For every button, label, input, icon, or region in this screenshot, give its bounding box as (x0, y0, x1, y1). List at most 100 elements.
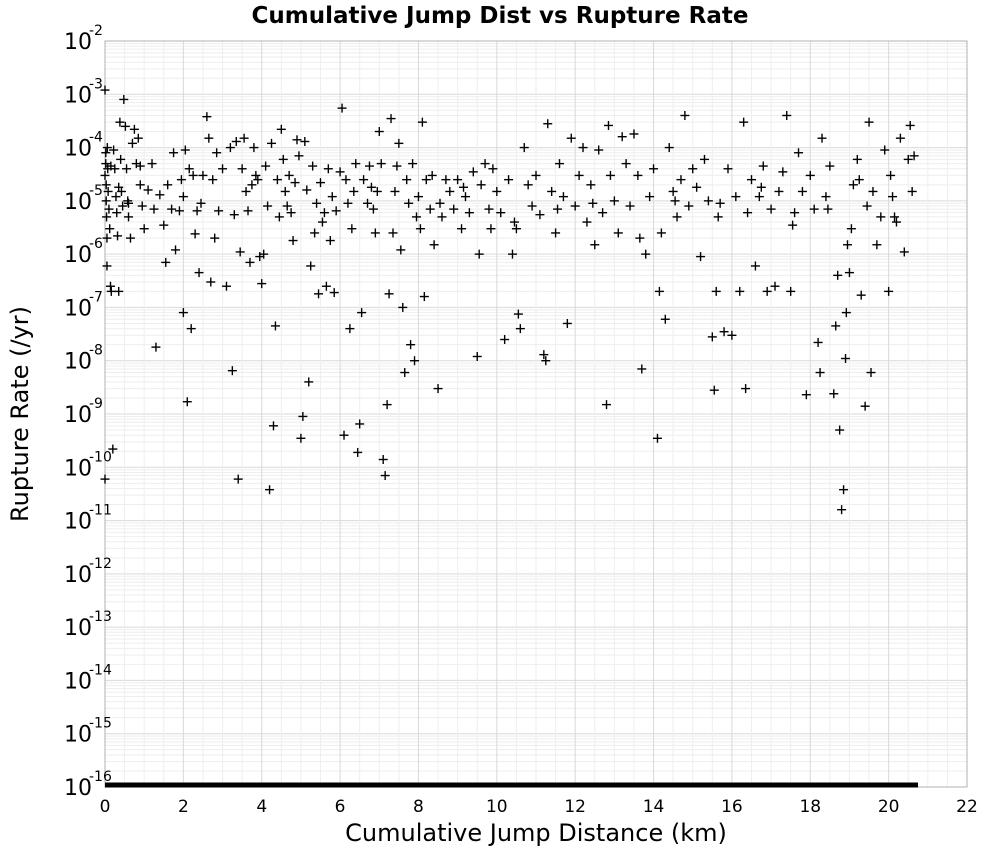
data-point (598, 208, 608, 218)
data-point (388, 228, 398, 238)
data-point (715, 198, 725, 208)
data-point (523, 180, 533, 190)
data-point (229, 210, 239, 220)
x-tick-label: 20 (878, 797, 900, 817)
data-point (115, 117, 125, 127)
data-point (509, 217, 519, 227)
data-point (656, 228, 666, 238)
data-point (846, 224, 856, 234)
data-point (274, 212, 284, 222)
data-point (308, 161, 318, 171)
y-tick-exponent: -16 (89, 769, 112, 785)
data-point (574, 170, 584, 180)
data-point (805, 170, 815, 180)
data-point (815, 368, 825, 378)
data-point (543, 119, 553, 129)
data-point (357, 308, 367, 318)
data-point (319, 208, 329, 218)
data-point (602, 400, 612, 410)
data-point (225, 143, 235, 153)
data-point (672, 212, 682, 222)
data-point (507, 249, 517, 259)
data-point (159, 220, 169, 230)
data-point (441, 175, 451, 185)
y-tick-label: 10 (64, 456, 92, 481)
data-point (731, 192, 741, 202)
y-tick-label: 10 (64, 616, 92, 641)
data-point (214, 206, 224, 216)
data-point (374, 127, 384, 137)
data-point (535, 210, 545, 220)
data-point (249, 143, 259, 153)
data-point (174, 206, 184, 216)
data-point (837, 505, 847, 515)
y-tick-exponent: -12 (89, 556, 112, 572)
data-point (590, 240, 600, 250)
data-point (241, 186, 251, 196)
data-point (839, 485, 849, 495)
data-point (880, 145, 890, 155)
data-point (390, 186, 400, 196)
data-point (208, 175, 218, 185)
data-point (754, 192, 764, 202)
data-point (778, 167, 788, 177)
data-point (178, 308, 188, 318)
data-point (453, 175, 463, 185)
data-point (457, 224, 467, 234)
data-point (743, 208, 753, 218)
x-tick-label: 4 (256, 797, 267, 817)
data-point (558, 192, 568, 202)
y-tick-label: 10 (64, 243, 92, 268)
x-tick-label: 18 (799, 797, 821, 817)
data-point (380, 471, 390, 481)
data-point (609, 196, 619, 206)
data-point (539, 350, 549, 360)
data-point (124, 198, 134, 208)
data-point (570, 201, 580, 211)
y-tick-exponent: -4 (89, 130, 103, 146)
data-point (411, 212, 421, 222)
data-point (635, 233, 645, 243)
data-point (182, 397, 192, 407)
data-point (739, 117, 749, 127)
data-point (408, 159, 418, 169)
data-point (204, 133, 214, 143)
data-point (286, 208, 296, 218)
data-point (425, 204, 435, 214)
data-point (578, 143, 588, 153)
data-point (112, 208, 122, 218)
data-point (852, 154, 862, 164)
data-point (102, 212, 112, 222)
data-point (747, 175, 756, 185)
data-point (476, 180, 486, 190)
data-point (312, 198, 322, 208)
data-point (825, 161, 835, 171)
data-point (404, 198, 414, 208)
data-point (664, 143, 674, 153)
data-point (116, 154, 126, 164)
data-point (353, 447, 363, 457)
data-point (884, 286, 894, 296)
data-point (527, 201, 537, 211)
data-point (186, 324, 196, 334)
data-point (135, 180, 145, 190)
y-tick-exponent: -7 (89, 289, 103, 305)
y-tick-exponent: -8 (89, 343, 103, 359)
y-tick-exponent: -11 (89, 503, 112, 519)
data-point (555, 159, 565, 169)
data-point (198, 170, 208, 180)
data-point (410, 356, 420, 366)
data-point (337, 103, 347, 113)
y-tick-label: 10 (64, 350, 92, 375)
y-tick-exponent: -14 (89, 662, 112, 678)
data-point (100, 170, 110, 180)
data-point (184, 164, 194, 174)
data-point (372, 186, 382, 196)
y-tick-label: 10 (64, 190, 92, 215)
y-tick-label: 10 (64, 563, 92, 588)
data-point (445, 186, 455, 196)
data-point (103, 186, 113, 196)
data-point (841, 308, 851, 318)
data-point (519, 143, 529, 153)
